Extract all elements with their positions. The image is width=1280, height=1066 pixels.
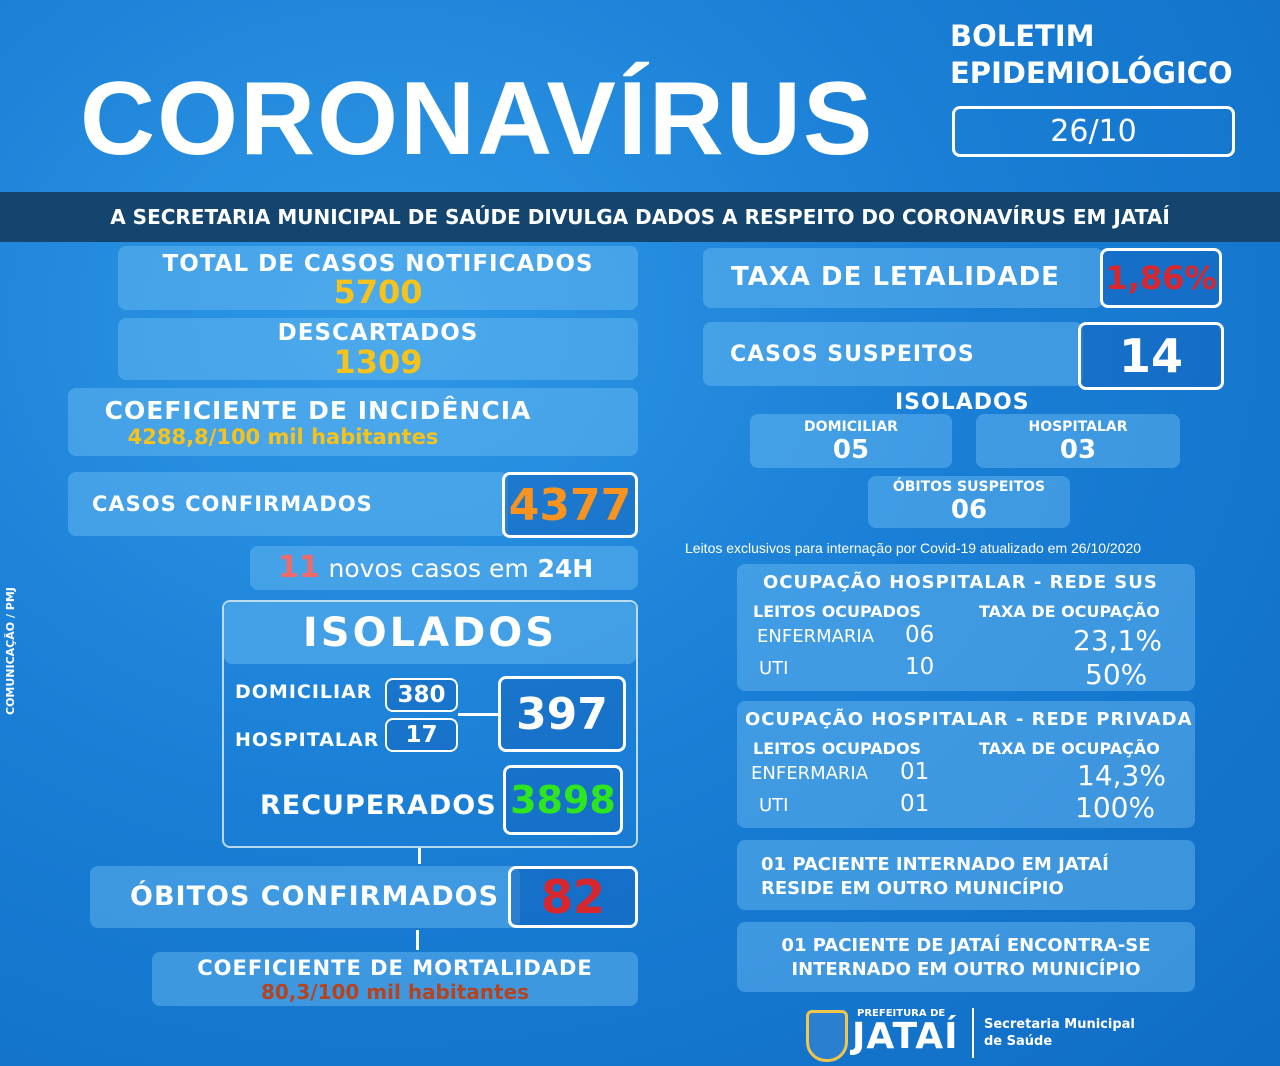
bulletin-label: BOLETIM EPIDEMIOLÓGICO (950, 19, 1233, 90)
sus-title: OCUPAÇÃO HOSPITALAR - REDE SUS (763, 572, 1158, 593)
r-hospital-label: HOSPITALAR (1028, 419, 1128, 435)
secretaria-text: Secretaria Municipal de Saúde (984, 1017, 1135, 1049)
mortality-box: COEFICIENTE DE MORTALIDADE 80,3/100 mil … (152, 952, 638, 1006)
note-1: 01 PACIENTE INTERNADO EM JATAÍ RESIDE EM… (761, 854, 1109, 899)
suspected-value-box: 14 (1078, 322, 1224, 390)
lethality-box: TAXA DE LETALIDADE (703, 248, 1103, 308)
sus-row-beds: 06 (905, 622, 935, 648)
logo-big-text: JATAÍ (852, 1016, 959, 1057)
sus-col-beds: LEITOS OCUPADOS (753, 602, 922, 621)
r-isolated-title: ISOLADOS (895, 390, 1030, 415)
lethality-value-box: 1,86% (1100, 248, 1222, 308)
mortality-label: COEFICIENTE DE MORTALIDADE (197, 956, 593, 980)
confirmed-value: 4377 (508, 479, 632, 531)
private-row-rate: 14,3% (1077, 759, 1166, 792)
new-cases-count: 11 (278, 550, 320, 585)
note-box-1: 01 PACIENTE INTERNADO EM JATAÍ RESIDE EM… (737, 840, 1195, 910)
new-cases-text: novos casos em (328, 554, 529, 583)
logo-divider (972, 1008, 974, 1058)
suspected-value: 14 (1118, 329, 1183, 383)
hospital-isolated-value: 17 (405, 722, 438, 748)
isolated-panel (222, 600, 638, 848)
connector-line (416, 930, 419, 950)
discarded-label: DESCARTADOS (277, 320, 479, 346)
date: 26/10 (1050, 114, 1137, 149)
lethality-label: TAXA DE LETALIDADE (731, 262, 1060, 292)
suspected-deaths-value: 06 (950, 495, 988, 525)
r-hospital-value: 03 (1059, 435, 1097, 465)
page-title: CORONAVÍRUS (80, 61, 875, 177)
side-credit: COMUNICAÇÃO / PMJ (4, 587, 17, 715)
recovered-value: 3898 (510, 778, 616, 822)
private-col-rate: TAXA DE OCUPAÇÃO (979, 739, 1160, 758)
incidence-value: 4288,8/100 mil habitantes (127, 425, 439, 449)
connector-line (418, 848, 421, 864)
home-isolated-box: 380 (385, 678, 458, 712)
home-isolated-value: 380 (397, 682, 446, 708)
suspected-label: CASOS SUSPEITOS (730, 342, 975, 367)
banner: A SECRETARIA MUNICIPAL DE SAÚDE DIVULGA … (0, 192, 1280, 242)
beds-note: Leitos exclusivos para internação por Co… (685, 540, 1142, 556)
sus-row-label: ENFERMARIA (757, 626, 875, 647)
incidence-box: COEFICIENTE DE INCIDÊNCIA 4288,8/100 mil… (68, 388, 638, 456)
private-row-beds: 01 (900, 791, 930, 817)
suspected-deaths-box: ÓBITOS SUSPEITOS 06 (868, 476, 1070, 528)
r-home-value: 05 (832, 435, 870, 465)
isolated-title: ISOLADOS (224, 602, 636, 664)
date-box: 26/10 (952, 106, 1235, 157)
confirmed-label: CASOS CONFIRMADOS (92, 492, 373, 516)
recovered-box: 3898 (503, 765, 623, 835)
private-col-beds: LEITOS OCUPADOS (753, 739, 922, 758)
private-occupancy-box: OCUPAÇÃO HOSPITALAR - REDE PRIVADA LEITO… (737, 701, 1195, 828)
hospital-isolated-label: HOSPITALAR (235, 729, 380, 751)
suspected-deaths-label: ÓBITOS SUSPEITOS (892, 479, 1046, 495)
r-hospital-box: HOSPITALAR 03 (976, 414, 1180, 468)
lethality-value: 1,86% (1105, 259, 1217, 297)
suspected-box: CASOS SUSPEITOS (703, 322, 1083, 386)
recovered-label: RECUPERADOS (260, 790, 497, 821)
connector-line (458, 713, 498, 716)
private-row-beds: 01 (900, 759, 930, 785)
city-crest-icon (806, 1010, 848, 1062)
confirmed-value-box: 4377 (502, 472, 638, 538)
incidence-label: COEFICIENTE DE INCIDÊNCIA (104, 396, 532, 425)
new-cases-box: 11 novos casos em 24H (250, 546, 638, 590)
sus-col-rate: TAXA DE OCUPAÇÃO (979, 602, 1160, 621)
sus-row-rate: 50% (1085, 658, 1148, 691)
sus-row-label: UTI (759, 658, 789, 679)
notified-value: 5700 (333, 273, 423, 311)
deaths-box: ÓBITOS CONFIRMADOS (90, 866, 520, 928)
sus-occupancy-box: OCUPAÇÃO HOSPITALAR - REDE SUS LEITOS OC… (737, 564, 1195, 691)
note-2: 01 PACIENTE DE JATAÍ ENCONTRA-SE INTERNA… (781, 935, 1151, 980)
note-box-2: 01 PACIENTE DE JATAÍ ENCONTRA-SE INTERNA… (737, 922, 1195, 992)
deaths-value: 82 (540, 870, 605, 924)
private-title: OCUPAÇÃO HOSPITALAR - REDE PRIVADA (745, 709, 1193, 730)
deaths-label: ÓBITOS CONFIRMADOS (130, 881, 500, 912)
r-home-label: DOMICILIAR (804, 419, 898, 435)
notified-box: TOTAL DE CASOS NOTIFICADOS 5700 (118, 246, 638, 310)
discarded-value: 1309 (333, 343, 423, 381)
sus-row-beds: 10 (905, 654, 935, 680)
mortality-value: 80,3/100 mil habitantes (260, 980, 530, 1004)
private-row-rate: 100% (1075, 791, 1156, 824)
r-home-box: DOMICILIAR 05 (750, 414, 952, 468)
new-cases-period: 24H (537, 554, 594, 583)
logo-small-text: PREFEITURA DE (857, 1008, 946, 1019)
discarded-box: DESCARTADOS 1309 (118, 318, 638, 380)
home-isolated-label: DOMICILIAR (235, 681, 373, 703)
hospital-isolated-box: 17 (385, 718, 458, 752)
private-row-label: UTI (759, 795, 789, 816)
private-row-label: ENFERMARIA (751, 763, 869, 784)
isolated-total-box: 397 (498, 676, 626, 752)
confirmed-box: CASOS CONFIRMADOS (68, 472, 508, 536)
sus-row-rate: 23,1% (1073, 624, 1162, 657)
deaths-value-box: 82 (508, 866, 638, 928)
notified-label: TOTAL DE CASOS NOTIFICADOS (162, 251, 594, 277)
isolated-total: 397 (516, 688, 608, 740)
